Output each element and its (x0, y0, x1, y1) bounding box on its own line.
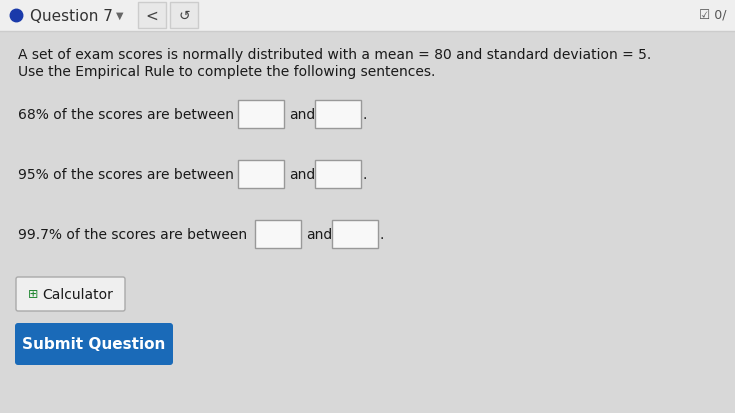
Text: ▼: ▼ (116, 11, 123, 21)
Text: ⊞: ⊞ (28, 288, 38, 301)
Text: Use the Empirical Rule to complete the following sentences.: Use the Empirical Rule to complete the f… (18, 65, 435, 79)
FancyBboxPatch shape (238, 161, 284, 189)
FancyBboxPatch shape (16, 277, 125, 311)
Text: <: < (146, 9, 158, 24)
Text: ☑ 0/: ☑ 0/ (700, 9, 727, 22)
Text: .: . (363, 168, 368, 182)
Text: .: . (363, 108, 368, 122)
Text: Calculator: Calculator (42, 287, 113, 301)
FancyBboxPatch shape (238, 101, 284, 129)
FancyBboxPatch shape (255, 221, 301, 248)
FancyBboxPatch shape (315, 101, 361, 129)
Text: Submit Question: Submit Question (22, 337, 165, 351)
Text: and: and (289, 168, 315, 182)
Text: and: and (306, 228, 332, 242)
FancyBboxPatch shape (0, 0, 735, 32)
Text: and: and (289, 108, 315, 122)
Text: ↺: ↺ (178, 9, 190, 23)
Text: Question 7: Question 7 (30, 9, 113, 24)
FancyBboxPatch shape (15, 323, 173, 365)
Text: A set of exam scores is normally distributed with a mean = 80 and standard devia: A set of exam scores is normally distrib… (18, 48, 651, 62)
Text: 95% of the scores are between: 95% of the scores are between (18, 168, 234, 182)
Text: 68% of the scores are between: 68% of the scores are between (18, 108, 234, 122)
FancyBboxPatch shape (315, 161, 361, 189)
Text: 99.7% of the scores are between: 99.7% of the scores are between (18, 228, 247, 242)
Text: .: . (380, 228, 384, 242)
FancyBboxPatch shape (170, 3, 198, 29)
FancyBboxPatch shape (332, 221, 378, 248)
FancyBboxPatch shape (138, 3, 166, 29)
